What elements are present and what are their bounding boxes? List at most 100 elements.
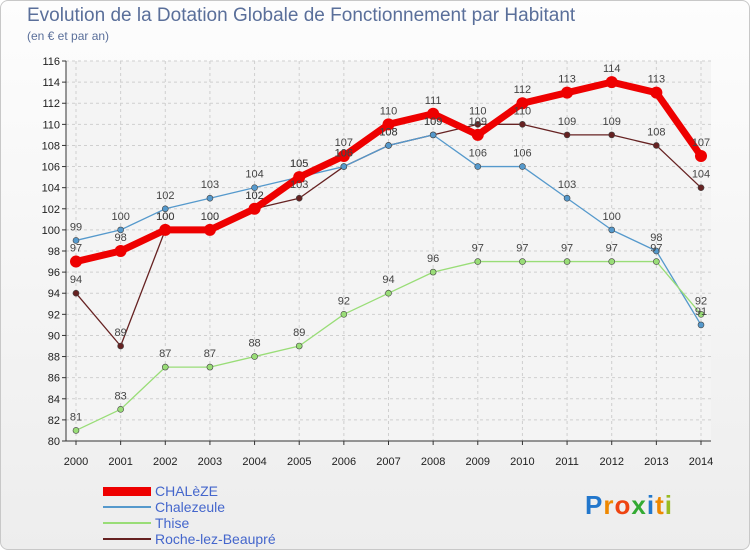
legend-swatch [103,487,151,496]
data-label-chale-ze: 97 [70,243,82,255]
data-label-chalezeule: 105 [290,158,308,170]
legend-label: CHALèZE [155,483,219,499]
data-point-thise [608,258,616,265]
data-label-thise: 92 [695,295,707,307]
data-label-chalezeule: 106 [469,148,487,160]
legend-item: Roche-lez-Beaupré [103,531,363,547]
data-label-chalezeule: 109 [424,116,442,128]
logo-letter: o [614,490,632,520]
x-tick-label: 2009 [466,456,490,468]
data-label-chale-ze: 98 [115,232,127,244]
data-label-roche-lez-beaupre: 109 [603,116,621,128]
data-point-chalezeule [563,194,571,202]
x-tick-label: 2012 [599,456,623,468]
data-label-chalezeule: 102 [156,190,174,202]
data-point-chalezeule [653,247,660,255]
data-point-thise [340,311,348,318]
data-point-thise [697,311,705,318]
x-tick-label: 2007 [376,456,400,468]
data-label-chalezeule: 108 [379,126,397,138]
chart-title: Evolution de la Dotation Globale de Fonc… [27,5,576,26]
data-point-chale-ze [471,128,484,141]
data-label-thise: 97 [516,243,528,255]
data-label-thise: 89 [293,327,305,339]
data-point-chale-ze [516,97,529,110]
data-point-chale-ze [203,223,216,236]
legend-swatch [103,506,151,508]
data-point-chale-ze [70,255,82,268]
data-label-roche-lez-beaupre: 110 [514,105,532,117]
x-tick-label: 2008 [421,456,445,468]
data-label-thise: 94 [382,274,394,286]
data-point-chalezeule [117,226,124,234]
data-point-roche-lez-beaupre [474,121,482,128]
data-label-roche-lez-beaupre: 110 [469,105,487,117]
data-point-chale-ze [114,245,127,257]
data-point-chale-ze [248,202,261,215]
y-tick-label: 100 [42,225,60,237]
y-tick-label: 96 [48,267,60,279]
data-label-chale-ze: 107 [692,137,710,149]
y-tick-label: 102 [42,204,60,216]
data-label-thise: 97 [606,243,618,255]
data-point-thise [117,406,124,413]
y-tick-label: 106 [42,162,60,174]
data-label-thise: 87 [204,348,216,360]
legend-label: Chalezeule [155,499,226,515]
data-label-chalezeule: 103 [201,179,219,191]
y-tick-label: 86 [48,373,60,385]
data-label-thise: 88 [248,338,260,350]
data-point-chalezeule [519,163,526,170]
data-point-chalezeule [385,142,392,149]
data-point-roche-lez-beaupre [653,142,660,149]
data-point-chale-ze [293,171,306,184]
data-point-thise [563,258,571,265]
data-point-thise [429,268,437,276]
data-point-roche-lez-beaupre [563,131,571,139]
data-label-chale-ze: 105 [290,158,308,170]
data-point-chale-ze [337,150,350,162]
data-label-chale-ze: 100 [156,211,174,223]
data-point-thise [295,342,303,350]
data-label-chale-ze: 112 [514,84,532,96]
data-label-chalezeule: 106 [513,148,531,160]
data-point-chalezeule [340,163,348,170]
data-label-roche-lez-beaupre: 103 [290,179,308,191]
x-tick-label: 2013 [644,456,668,468]
legend-swatch [103,522,151,524]
legend-item: CHALèZE [103,483,363,499]
data-label-chalezeule: 104 [245,169,263,181]
x-tick-label: 2006 [332,456,356,468]
data-label-roche-lez-beaupre: 104 [692,169,710,181]
data-point-roche-lez-beaupre [117,342,124,350]
data-label-thise: 97 [561,243,573,255]
data-label-thise: 96 [427,253,439,265]
y-tick-label: 108 [42,140,60,152]
y-tick-label: 104 [42,183,60,195]
proxiti-logo: Proxiti [585,490,673,521]
legend-swatch [103,538,151,540]
data-point-chale-ze [159,223,172,236]
y-tick-label: 98 [48,246,60,258]
y-tick-label: 92 [48,309,60,321]
data-point-thise [72,427,80,434]
data-point-thise [251,353,258,360]
data-point-chale-ze [427,107,440,120]
data-point-thise [161,363,169,371]
data-point-roche-lez-beaupre [697,184,705,191]
y-tick-label: 112 [42,98,60,110]
data-point-roche-lez-beaupre [608,131,616,139]
x-tick-label: 2003 [198,456,222,468]
data-label-roche-lez-beaupre: 109 [424,116,442,128]
data-label-chalezeule: 98 [650,232,662,244]
data-label-chalezeule: 106 [335,148,353,160]
logo-letter: P [585,490,604,520]
data-label-thise: 83 [115,390,127,402]
y-tick-label: 90 [48,330,60,342]
data-label-thise: 97 [472,243,484,255]
data-label-roche-lez-beaupre: 100 [201,211,219,223]
data-point-chalezeule [474,163,482,170]
series-lines [70,76,707,434]
